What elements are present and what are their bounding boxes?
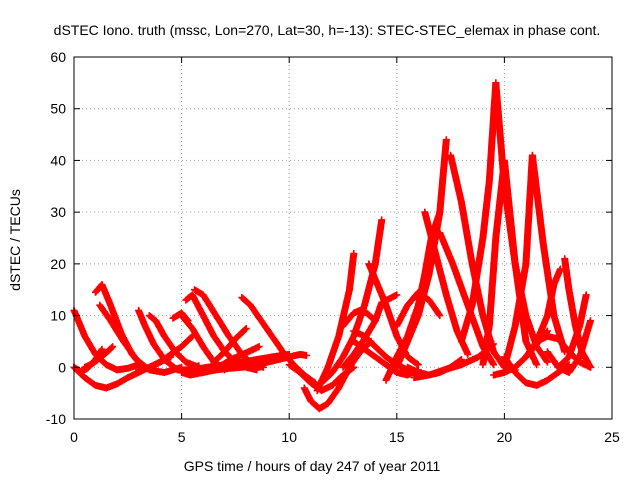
x-tick-label: 15 — [389, 429, 405, 445]
series-pass-18 — [199, 343, 263, 376]
y-tick-label: 50 — [50, 101, 66, 117]
series-markers — [145, 312, 203, 371]
series-pass-47 — [554, 291, 590, 371]
series-pass-30 — [393, 136, 450, 371]
series-markers — [479, 156, 541, 369]
x-tick-label: 25 — [604, 429, 620, 445]
series-markers — [339, 291, 401, 371]
series-markers — [135, 332, 196, 374]
series-markers — [238, 294, 319, 387]
y-tick-label: 0 — [58, 359, 66, 375]
series-pass-40 — [500, 151, 569, 371]
series-pass-24 — [339, 291, 401, 371]
series-pass-09 — [135, 332, 196, 374]
x-tick-label: 10 — [281, 429, 297, 445]
series-markers — [210, 325, 250, 366]
series-markers — [81, 343, 117, 371]
series-pass-39 — [479, 156, 541, 369]
series-pass-11 — [169, 309, 192, 325]
y-tick-label: 40 — [50, 152, 66, 168]
x-tick-label: 0 — [70, 429, 78, 445]
series-pass-08 — [145, 312, 203, 371]
x-axis: 0 5 10 15 20 25 — [70, 57, 620, 445]
y-tick-label: 30 — [50, 204, 66, 220]
series-markers — [253, 350, 310, 369]
series-pass-19 — [253, 350, 310, 369]
series-pass-25 — [339, 306, 379, 330]
chart-title: dSTEC Iono. truth (mssc, Lon=270, Lat=30… — [54, 22, 601, 38]
y-axis-label: dSTEC / TECUs — [7, 189, 23, 291]
series-markers — [554, 291, 590, 371]
y-tick-label: 60 — [50, 49, 66, 65]
y-tick-label: -10 — [46, 411, 66, 427]
grid-lines — [74, 57, 612, 419]
series-markers — [199, 343, 263, 376]
plot-frame — [73, 56, 613, 420]
series-pass-27 — [350, 337, 422, 379]
series-pass-17 — [238, 294, 319, 387]
series-markers — [457, 79, 500, 345]
series-pass-06 — [81, 343, 117, 371]
series-markers — [393, 136, 450, 371]
series-markers — [350, 337, 422, 379]
y-axis: -10 0 10 20 30 40 50 60 — [46, 49, 612, 427]
series-markers — [500, 151, 569, 371]
series-markers — [339, 306, 379, 330]
chart-marks — [70, 79, 594, 413]
series-pass-15 — [210, 325, 250, 366]
x-tick-label: 20 — [497, 429, 513, 445]
series-markers — [393, 288, 444, 330]
x-tick-label: 5 — [178, 429, 186, 445]
series-pass-31 — [393, 288, 444, 330]
series-pass-37 — [457, 79, 500, 345]
series-markers — [169, 309, 192, 325]
y-tick-label: 10 — [50, 308, 66, 324]
y-tick-label: 20 — [50, 256, 66, 272]
x-axis-label: GPS time / hours of day 247 of year 2011 — [184, 458, 441, 474]
